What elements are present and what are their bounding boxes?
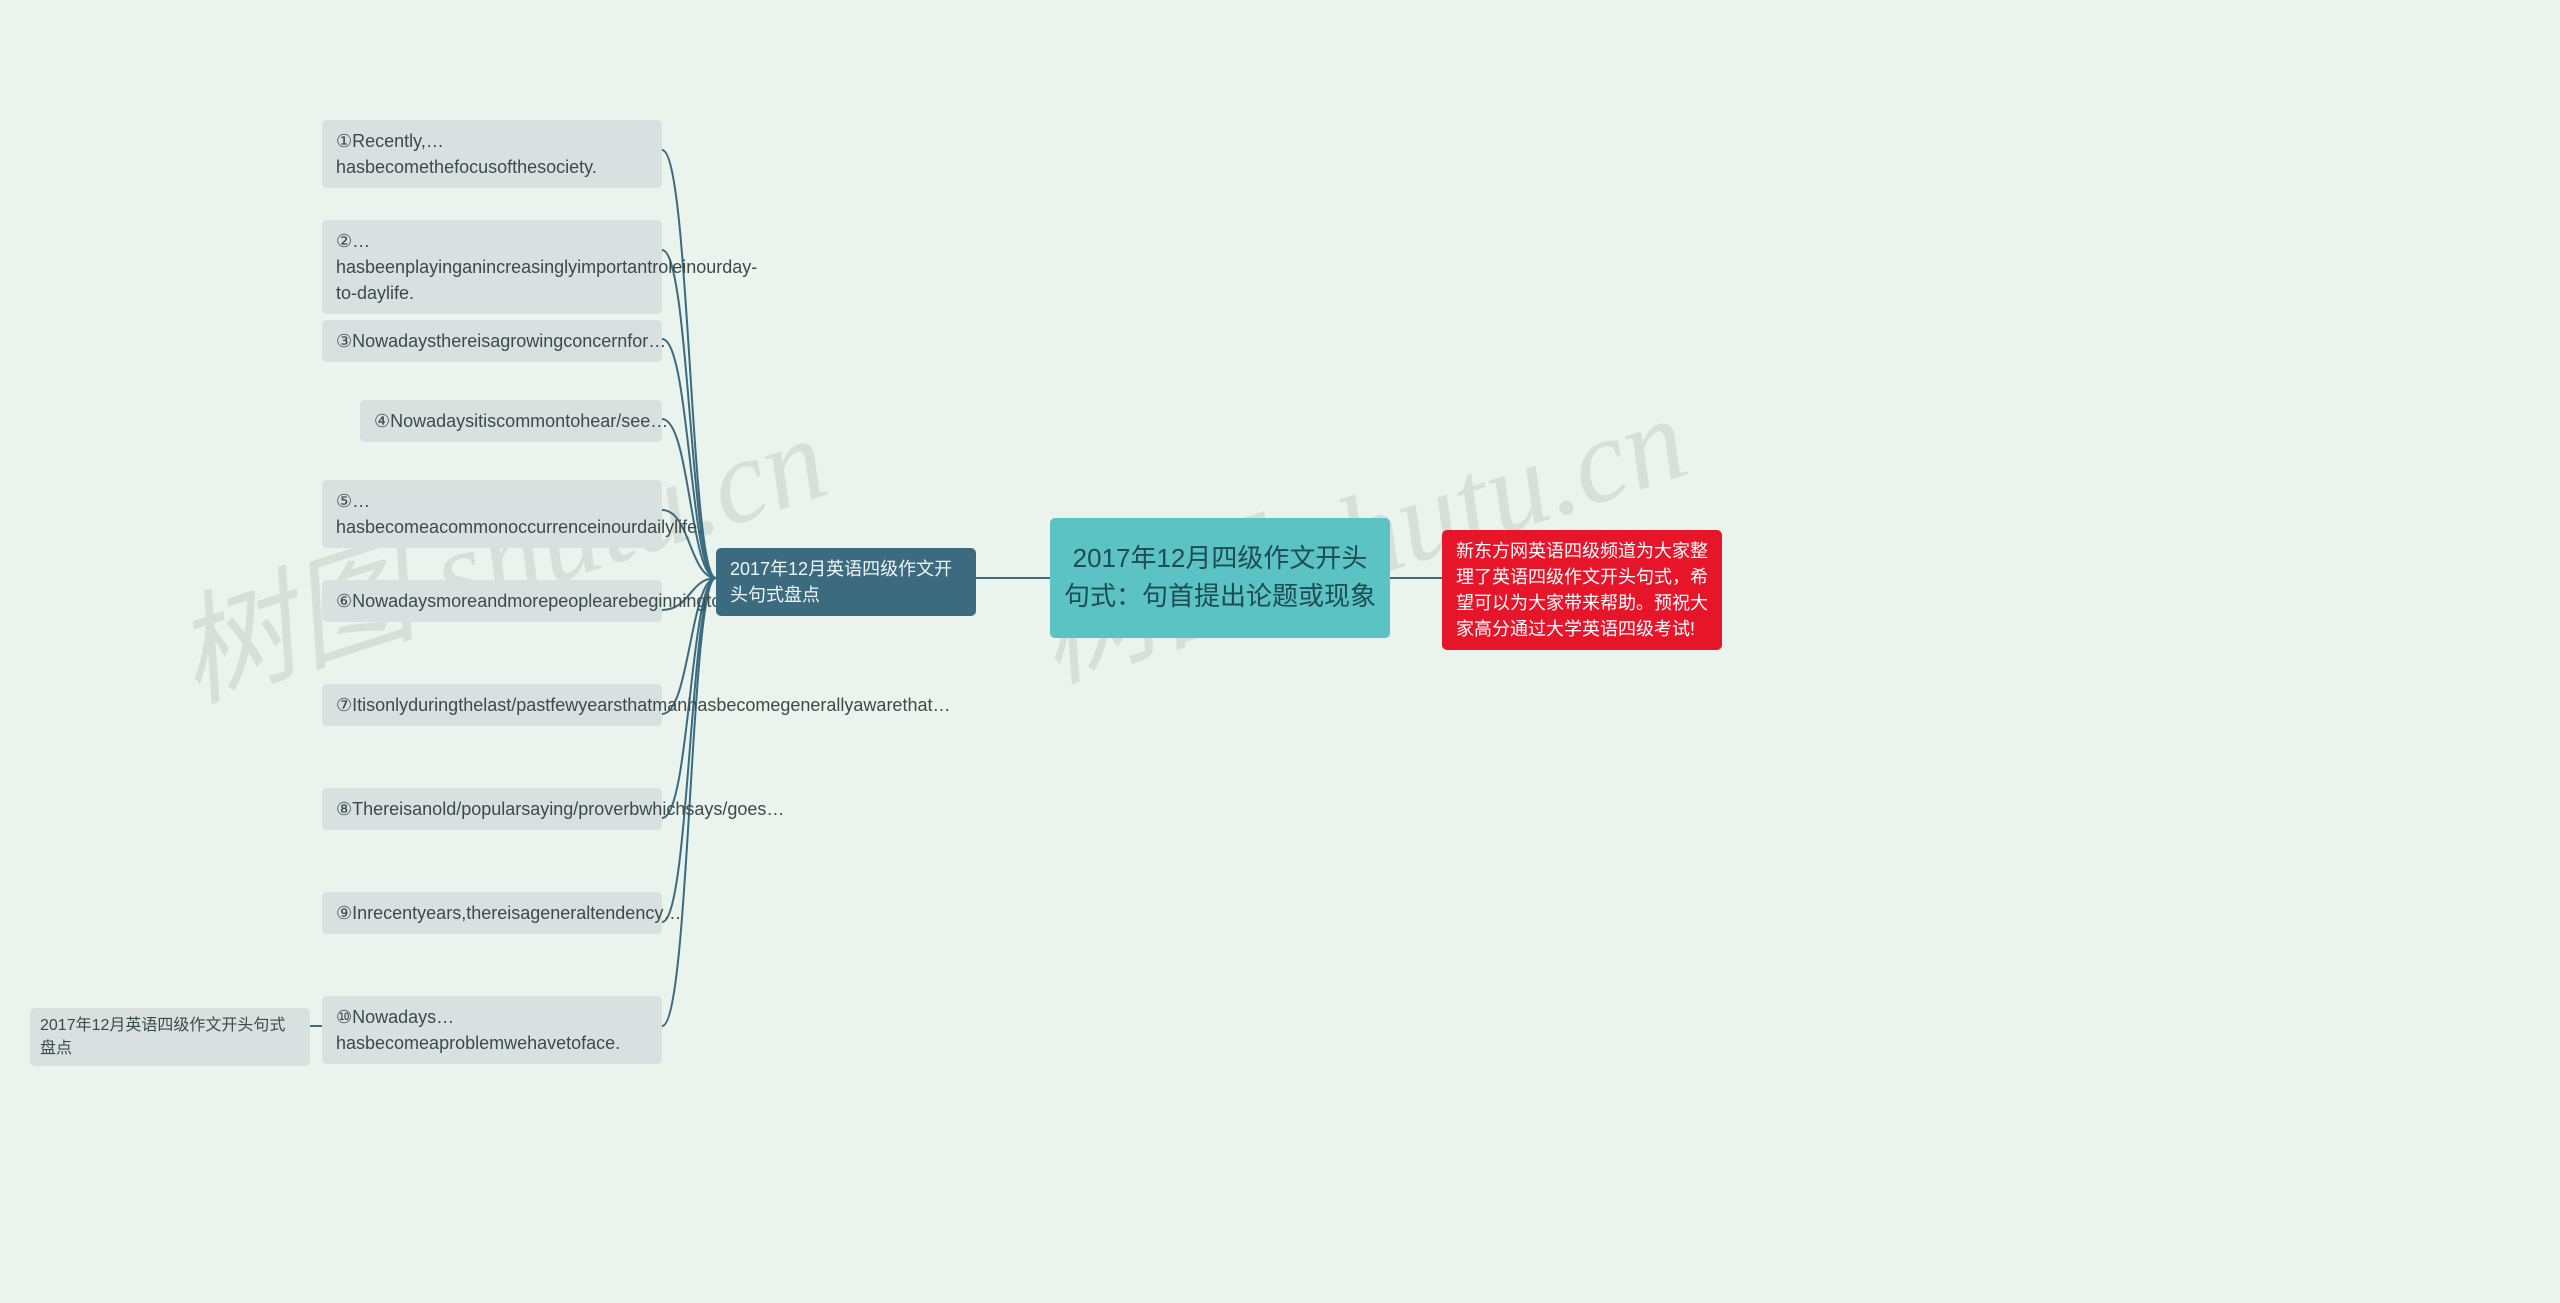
- leaf-6: ⑥Nowadaysmoreandmorepeoplearebeginningto…: [322, 580, 662, 622]
- leaf-1: ①Recently,…hasbecomethefocusofthesociety…: [322, 120, 662, 188]
- leaf-2-text: ②…hasbeenplayinganincreasinglyimportantr…: [336, 228, 757, 306]
- leaf-5-text: ⑤…hasbecomeacommonoccurrenceinourdailyli…: [336, 488, 702, 540]
- leaf-9: ⑨Inrecentyears,thereisageneraltendency…: [322, 892, 662, 934]
- leaf-10-text: ⑩Nowadays…hasbecomeaproblemwehavetoface.: [336, 1004, 648, 1056]
- leaf-4: ④Nowadaysitiscommontohear/see…: [360, 400, 662, 442]
- leaf-7-text: ⑦Itisonlyduringthelast/pastfewyearsthatm…: [336, 692, 950, 718]
- red-node: 新东方网英语四级频道为大家整理了英语四级作文开头句式，希望可以为大家带来帮助。预…: [1442, 530, 1722, 650]
- leaf-4-text: ④Nowadaysitiscommontohear/see…: [374, 408, 668, 434]
- leaf-8-text: ⑧Thereisanold/popularsaying/proverbwhich…: [336, 796, 784, 822]
- leaf-8: ⑧Thereisanold/popularsaying/proverbwhich…: [322, 788, 662, 830]
- connectors: [0, 0, 2560, 1303]
- leaf-9-text: ⑨Inrecentyears,thereisageneraltendency…: [336, 900, 681, 926]
- leaf-5: ⑤…hasbecomeacommonoccurrenceinourdailyli…: [322, 480, 662, 548]
- leaf-2: ②…hasbeenplayinganincreasinglyimportantr…: [322, 220, 662, 314]
- center-teal-text: 2017年12月四级作文开头句式：句首提出论题或现象: [1064, 540, 1376, 615]
- leaf-1-text: ①Recently,…hasbecomethefocusofthesociety…: [336, 128, 648, 180]
- leaf-7: ⑦Itisonlyduringthelast/pastfewyearsthatm…: [322, 684, 662, 726]
- center-teal-node: 2017年12月四级作文开头句式：句首提出论题或现象: [1050, 518, 1390, 638]
- center-dark-text: 2017年12月英语四级作文开头句式盘点: [730, 556, 962, 608]
- leaf-3-text: ③Nowadaysthereisagrowingconcernfor…: [336, 328, 666, 354]
- leaf-10: ⑩Nowadays…hasbecomeaproblemwehavetoface.: [322, 996, 662, 1064]
- leaf-3: ③Nowadaysthereisagrowingconcernfor…: [322, 320, 662, 362]
- center-dark-node: 2017年12月英语四级作文开头句式盘点: [716, 548, 976, 616]
- leaf-10-child: 2017年12月英语四级作文开头句式盘点: [30, 1008, 310, 1066]
- leaf-10-child-text: 2017年12月英语四级作文开头句式盘点: [40, 1014, 300, 1060]
- red-text: 新东方网英语四级频道为大家整理了英语四级作文开头句式，希望可以为大家带来帮助。预…: [1456, 538, 1708, 642]
